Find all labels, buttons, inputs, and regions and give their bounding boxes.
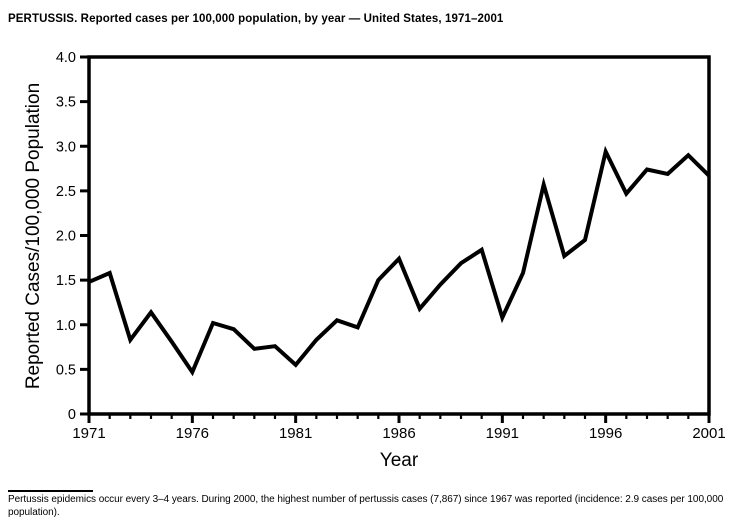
x-tick-label: 1981	[279, 425, 312, 442]
footnote-text: Pertussis epidemics occur every 3–4 year…	[8, 494, 724, 518]
y-tick-label: 3.0	[56, 139, 76, 155]
data-line	[88, 145, 711, 377]
x-tick-label: 2001	[692, 425, 725, 442]
x-tick-label: 1991	[486, 425, 519, 442]
y-tick-label: 3.5	[56, 95, 76, 111]
pertussis-line-chart: 0 0.5 1.0 1.5 2.0 2.5 3.0 3.5 4.0 1971 1976 1981 198…	[23, 50, 726, 471]
y-tick-label: 1.0	[56, 318, 76, 334]
y-tick-label: 2.5	[56, 184, 76, 200]
y-tick-label: 0.5	[56, 362, 76, 378]
x-axis-label: Year	[380, 450, 419, 471]
y-tick-label: 2.0	[56, 229, 76, 245]
y-tick-label: 4.0	[56, 50, 76, 66]
x-tick-label: 1971	[72, 425, 105, 442]
chart-title: PERTUSSIS. Reported cases per 100,000 po…	[8, 13, 504, 25]
x-tick-label: 1976	[176, 425, 209, 442]
y-tick-label: 1.5	[56, 273, 76, 289]
footnote-rule	[8, 490, 93, 492]
x-tick-label: 1996	[589, 425, 622, 442]
y-tick-label: 0	[68, 407, 76, 423]
plot-area: 0 0.5 1.0 1.5 2.0 2.5 3.0 3.5 4.0 1971 1976 1981 198…	[56, 50, 726, 442]
y-axis-label: Reported Cases/100,000 Population	[23, 83, 44, 389]
x-tick-label: 1986	[382, 425, 415, 442]
